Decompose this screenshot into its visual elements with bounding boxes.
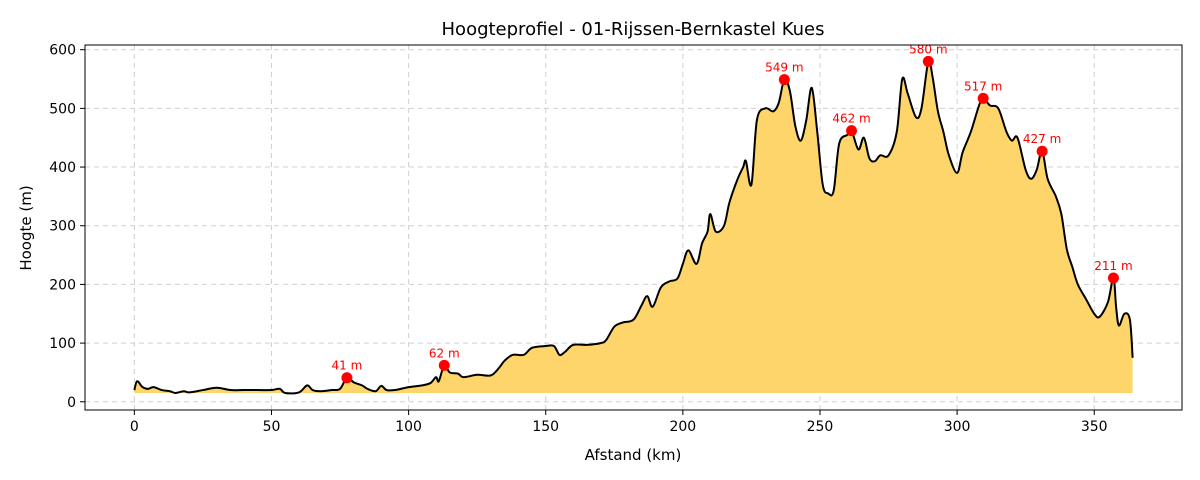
peak-label: 41 m (332, 359, 363, 373)
y-tick-label: 100 (49, 336, 76, 352)
plot-frame (84, 44, 1183, 411)
peak-label: 462 m (832, 112, 870, 126)
peak-marker (846, 125, 858, 137)
peak-marker (341, 372, 353, 384)
y-tick-label: 200 (49, 277, 76, 293)
axis-ticks: 0 50 100 150 200 250 300 350 0 100 200 300 400 500 600 (49, 43, 1107, 435)
peak-marker (778, 74, 790, 86)
x-tick-label: 250 (807, 419, 834, 435)
x-tick-label: 350 (1081, 419, 1108, 435)
x-tick-label: 200 (669, 419, 696, 435)
chart-title: Hoogteprofiel - 01-Rijssen-Bernkastel Ku… (442, 19, 825, 40)
y-tick-label: 500 (49, 101, 76, 117)
y-tick-label: 600 (49, 43, 76, 59)
peak-label: 549 m (765, 61, 803, 75)
x-tick-label: 50 (263, 419, 281, 435)
y-tick-label: 300 (49, 219, 76, 235)
peak-marker (922, 55, 934, 67)
peak-marker (1107, 272, 1119, 284)
x-axis-label: Afstand (km) (585, 446, 682, 464)
peak-label: 580 m (909, 42, 947, 56)
y-tick-label: 400 (49, 160, 76, 176)
y-tick-label: 0 (67, 395, 76, 411)
peak-marker (438, 359, 450, 371)
elevation-area (134, 60, 1133, 394)
x-tick-label: 300 (944, 419, 971, 435)
peak-markers: 41 m 62 m 549 m 462 m 580 m 517 m 427 m 211 m (332, 42, 1133, 384)
elevation-line (133, 59, 1134, 395)
peak-marker (1036, 145, 1048, 157)
peak-label: 211 m (1094, 259, 1132, 273)
y-axis-label: Hoogte (m) (17, 185, 35, 270)
peak-marker (977, 92, 989, 104)
peak-label: 62 m (429, 346, 460, 360)
x-tick-label: 100 (395, 419, 422, 435)
x-tick-label: 150 (532, 419, 559, 435)
peak-label: 517 m (964, 79, 1002, 93)
peak-label: 427 m (1023, 132, 1061, 146)
x-tick-label: 0 (130, 419, 139, 435)
